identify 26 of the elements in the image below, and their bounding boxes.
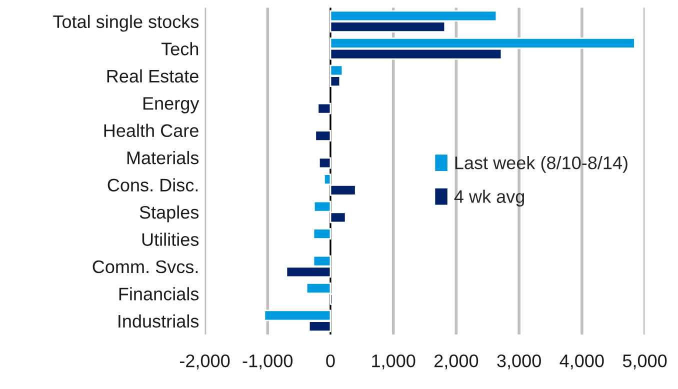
y-tick-label: Financials [119,287,199,300]
y-tick-label: Materials [127,151,199,164]
bar [318,157,332,169]
legend-label: 4 wk avg [454,190,524,207]
x-tick-label: -2,000 [180,354,230,370]
y-tick-label: Energy [143,97,200,114]
y-tick-label: Total single stocks [53,14,199,32]
bar [317,102,332,114]
bar [314,130,332,142]
x-tick-label: 2,000 [434,354,478,370]
y-tick-label: Comm. Svcs. [92,260,198,274]
y-tick-label: Health Care [104,124,198,138]
y-tick-label: Utilities [142,232,199,246]
x-tick-label: -1,000 [242,354,293,370]
y-tick-label: Cons. Disc. [108,178,198,192]
y-tick-label: Industrials [118,314,199,328]
x-tick-label: 4,000 [560,354,604,370]
x-tick-label: 1,000 [372,354,416,370]
y-tick-label: Staples [140,205,199,222]
bar [312,228,332,240]
x-tick-label: 0 [326,354,335,368]
y-tick-label: Tech [161,42,198,56]
y-tick-label: Real Estate [107,69,198,83]
x-tick-label: 3,000 [497,354,541,370]
legend-label: Last week (8/10-8/14) [455,156,628,173]
x-tick-label: 5,000 [622,354,667,370]
